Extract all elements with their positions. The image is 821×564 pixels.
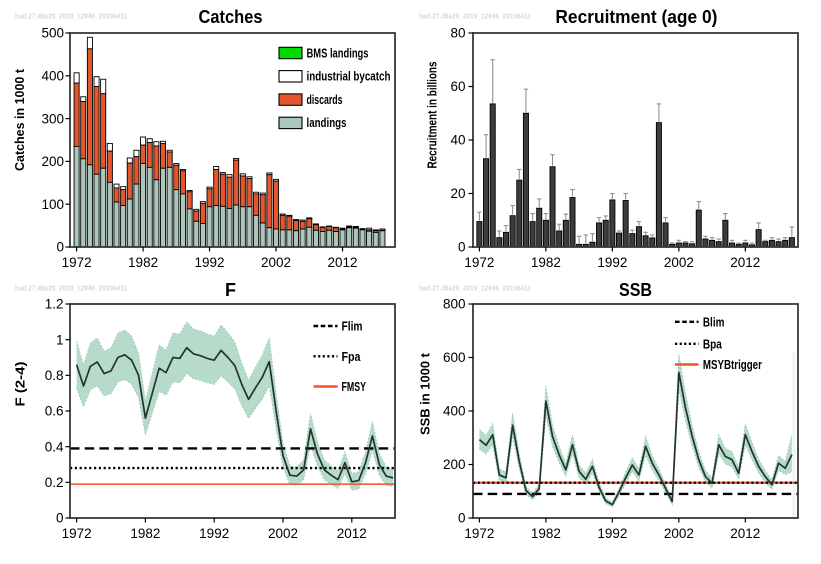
svg-text:had.27.46a20_2019_12946_201964: had.27.46a20_2019_12946_20196411 (15, 284, 127, 293)
svg-text:1982: 1982 (531, 526, 561, 541)
svg-text:0.8: 0.8 (45, 368, 64, 383)
svg-text:SSB in 1000 t: SSB in 1000 t (418, 352, 433, 435)
svg-text:2002: 2002 (268, 526, 298, 541)
svg-text:Recruitment in billions: Recruitment in billions (425, 61, 440, 168)
svg-text:1: 1 (56, 332, 64, 347)
svg-text:MSYBtrigger: MSYBtrigger (703, 357, 762, 372)
svg-text:0.6: 0.6 (45, 404, 64, 419)
svg-text:Recruitment (age 0): Recruitment (age 0) (555, 7, 717, 27)
svg-text:60: 60 (450, 79, 465, 94)
svg-text:1992: 1992 (597, 526, 627, 541)
svg-text:Blim: Blim (703, 314, 725, 329)
svg-text:industrial bycatch: industrial bycatch (307, 70, 391, 84)
svg-text:0: 0 (56, 511, 64, 526)
svg-text:20: 20 (450, 186, 465, 201)
svg-text:1972: 1972 (464, 526, 494, 541)
svg-text:SSB: SSB (619, 280, 652, 300)
svg-text:400: 400 (41, 69, 64, 84)
svg-text:1992: 1992 (195, 255, 225, 270)
svg-text:2012: 2012 (337, 526, 367, 541)
svg-text:1972: 1972 (464, 255, 494, 270)
svg-text:2012: 2012 (327, 255, 357, 270)
svg-text:1992: 1992 (199, 526, 229, 541)
svg-text:F (2-4): F (2-4) (13, 362, 28, 407)
svg-text:300: 300 (41, 111, 64, 126)
svg-text:1992: 1992 (597, 255, 627, 270)
svg-text:Fpa: Fpa (342, 349, 362, 364)
svg-text:BMS landings: BMS landings (307, 46, 369, 60)
svg-text:0.2: 0.2 (45, 475, 64, 490)
svg-text:500: 500 (41, 26, 64, 41)
svg-text:Catches in 1000 t: Catches in 1000 t (12, 68, 27, 171)
svg-text:had.27.46a20_2019_12946_201964: had.27.46a20_2019_12946_20196411 (419, 12, 531, 21)
svg-text:had.27.46a20_2019_12946_201964: had.27.46a20_2019_12946_20196411 (419, 284, 531, 293)
svg-text:40: 40 (450, 133, 465, 148)
svg-text:2012: 2012 (730, 526, 760, 541)
svg-text:600: 600 (443, 350, 466, 365)
svg-text:Flim: Flim (342, 319, 363, 334)
svg-text:100: 100 (41, 197, 64, 212)
svg-text:FMSY: FMSY (342, 379, 367, 394)
svg-text:1.2: 1.2 (45, 297, 64, 312)
svg-text:1982: 1982 (128, 255, 158, 270)
svg-text:landings: landings (307, 116, 347, 130)
svg-text:1982: 1982 (130, 526, 160, 541)
svg-text:discards: discards (307, 93, 343, 107)
svg-text:2012: 2012 (730, 255, 760, 270)
svg-text:0: 0 (56, 240, 64, 255)
svg-text:had.27.46a20_2019_12946_201964: had.27.46a20_2019_12946_20196411 (15, 12, 127, 21)
svg-text:F: F (225, 280, 236, 300)
svg-text:0: 0 (458, 511, 466, 526)
svg-text:1972: 1972 (62, 526, 92, 541)
svg-text:80: 80 (450, 26, 465, 41)
svg-text:400: 400 (443, 404, 466, 419)
svg-text:Catches: Catches (199, 7, 263, 27)
svg-text:200: 200 (41, 154, 64, 169)
svg-text:800: 800 (443, 297, 466, 312)
svg-text:1982: 1982 (531, 255, 561, 270)
svg-text:2002: 2002 (664, 255, 694, 270)
svg-text:1972: 1972 (62, 255, 92, 270)
svg-text:0.4: 0.4 (45, 439, 64, 454)
svg-text:0: 0 (458, 240, 466, 255)
svg-text:2002: 2002 (261, 255, 291, 270)
svg-text:200: 200 (443, 457, 466, 472)
svg-text:2002: 2002 (664, 526, 694, 541)
svg-text:Bpa: Bpa (703, 336, 723, 351)
